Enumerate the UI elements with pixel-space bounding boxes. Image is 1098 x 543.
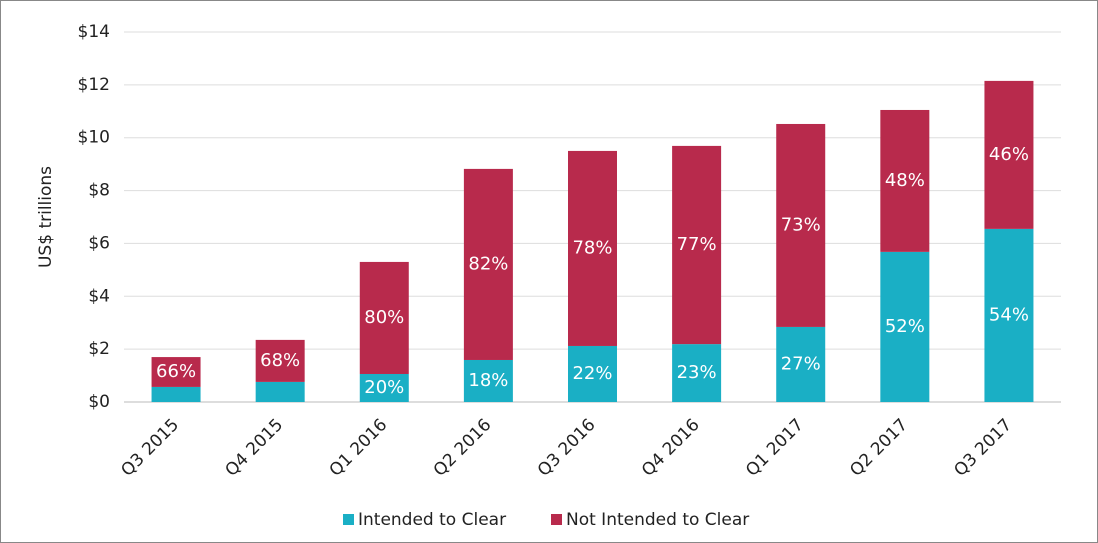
value-label: 73% <box>781 214 821 235</box>
bar-segment <box>776 123 826 327</box>
bar-segment <box>984 228 1034 402</box>
value-label: 23% <box>677 362 717 383</box>
legend-swatch <box>551 514 562 525</box>
y-tick-label: $12 <box>78 75 110 95</box>
y-tick-label: $10 <box>78 128 110 148</box>
y-tick-label: $0 <box>88 392 110 412</box>
bar-segment <box>880 109 930 252</box>
value-label: 52% <box>885 316 925 337</box>
value-label: 27% <box>781 353 821 374</box>
bar-segment <box>568 150 617 346</box>
bar-segment <box>151 357 201 387</box>
bar-segment <box>463 168 513 360</box>
value-label: 54% <box>989 304 1029 325</box>
value-label: 18% <box>468 370 508 391</box>
bar-segment <box>880 251 930 402</box>
value-label: 66% <box>156 361 196 382</box>
value-label: 80% <box>364 307 404 328</box>
value-label: 78% <box>572 237 612 258</box>
legend-swatch <box>343 514 354 525</box>
bar-segment <box>151 386 201 402</box>
value-label: 68% <box>260 350 300 371</box>
y-tick-label: $8 <box>88 181 110 201</box>
value-label: 20% <box>364 377 404 398</box>
bar-segment <box>463 359 513 402</box>
y-tick-label: $4 <box>88 286 110 306</box>
bar-segment <box>359 373 409 402</box>
y-tick-label: $14 <box>78 22 110 42</box>
y-axis-label: US$ trillions <box>36 166 56 268</box>
value-label: 77% <box>677 234 717 255</box>
bar-segment <box>776 326 826 402</box>
value-label: 82% <box>468 253 508 274</box>
bar-segment <box>984 80 1034 229</box>
bar-segment <box>672 344 722 402</box>
legend-label: Intended to Clear <box>358 510 506 530</box>
bar-segment <box>255 339 305 382</box>
y-tick-label: $2 <box>88 339 110 359</box>
bar-segment <box>568 345 617 402</box>
bar-segment <box>359 261 409 374</box>
value-label: 48% <box>885 170 925 191</box>
bar-segment <box>255 381 305 402</box>
legend-label: Not Intended to Clear <box>566 510 749 530</box>
y-tick-label: $6 <box>88 233 110 253</box>
bar-segment <box>672 145 722 345</box>
value-label: 46% <box>989 144 1029 165</box>
value-label: 22% <box>572 363 612 384</box>
